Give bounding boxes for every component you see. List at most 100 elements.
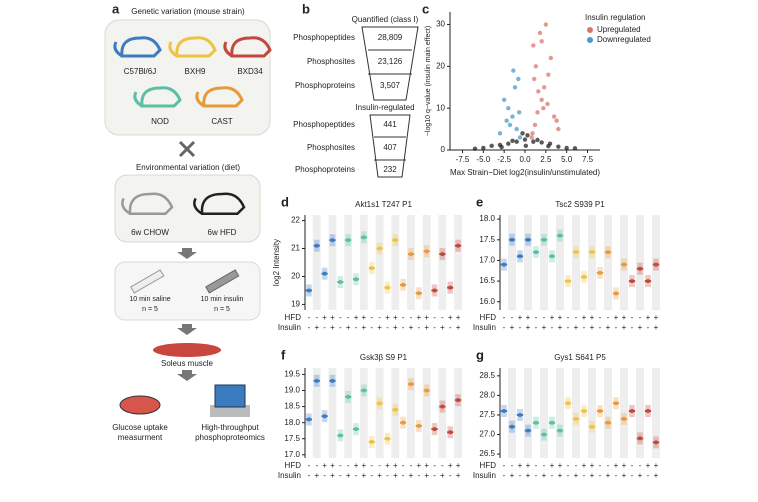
hfd-sign: - (410, 461, 413, 470)
hfd-sign: - (410, 313, 413, 322)
band (540, 215, 548, 310)
legend-swatch (587, 27, 593, 33)
hfd-sign: - (441, 313, 444, 322)
y-tick-label: 28.5 (479, 371, 495, 380)
hfd-sign: - (433, 313, 436, 322)
point (354, 277, 359, 282)
point (448, 285, 453, 290)
insulin-sign: + (393, 471, 398, 480)
y-tick-label: 17.0 (479, 256, 495, 265)
point (330, 378, 335, 383)
hfd-sign: - (433, 461, 436, 470)
point (416, 423, 421, 428)
insulin-sign: - (355, 471, 358, 480)
row-label: Insulin (473, 323, 496, 332)
insulin-sign: - (519, 323, 522, 332)
insulin-sign: - (370, 471, 373, 480)
band (438, 215, 447, 310)
point (654, 262, 658, 267)
insulin-sign: + (377, 471, 382, 480)
point (590, 250, 594, 255)
point (520, 131, 525, 136)
group-title: Quantified (class I) (352, 15, 419, 24)
point (456, 243, 461, 248)
row-label: Insulin (278, 323, 301, 332)
point (638, 266, 642, 271)
y-tick-label: 17.0 (284, 450, 300, 459)
band (407, 215, 415, 310)
hfd-sign: + (385, 313, 390, 322)
band (375, 215, 384, 310)
point (539, 140, 544, 145)
insulin-sign: + (346, 471, 351, 480)
point (539, 39, 544, 44)
insulin-sign: - (567, 323, 570, 332)
insulin-sign: + (574, 323, 579, 332)
point (346, 394, 351, 399)
insulin-sign: + (424, 323, 429, 332)
band (620, 215, 628, 310)
insulin-sign: - (503, 323, 506, 332)
hfd-sign: - (639, 461, 642, 470)
point (506, 105, 511, 111)
y-tick-label: 21 (291, 244, 300, 253)
hfd-sign: + (385, 461, 390, 470)
mouse (121, 192, 174, 216)
point (408, 382, 413, 387)
mouse-icon (119, 395, 161, 415)
hfd-sign: - (599, 461, 602, 470)
insulin-sign: - (402, 471, 405, 480)
legend-swatch (587, 37, 593, 43)
point (416, 291, 421, 296)
insulin-sign: + (510, 471, 515, 480)
band (344, 368, 353, 458)
row-label: HFD (285, 313, 302, 322)
legend-title: Insulin regulation (585, 13, 645, 22)
point (489, 143, 494, 149)
x-tick-label: 2.5 (540, 155, 552, 164)
band (422, 368, 431, 458)
hfd-sign: + (526, 461, 531, 470)
point (448, 430, 453, 435)
point (572, 146, 578, 151)
mouse (113, 36, 162, 58)
point (531, 76, 537, 82)
hfd-sign: - (347, 313, 350, 322)
hfd-sign: + (646, 313, 651, 322)
point (510, 114, 515, 119)
point (369, 439, 374, 444)
band (588, 368, 596, 458)
hfd-sign: - (599, 313, 602, 322)
point (510, 424, 514, 429)
panel-title: Gsk3β S9 P1 (360, 353, 408, 362)
y-tick-label: 28.0 (479, 391, 495, 400)
panel-label: c (422, 1, 429, 16)
hfd-sign: - (308, 313, 311, 322)
point (654, 440, 658, 445)
point (354, 427, 359, 432)
y-tick-label: 17.5 (284, 434, 300, 443)
x-tick-label: 0.0 (519, 155, 531, 164)
band (407, 368, 415, 458)
diet-label: 6w HFD (208, 228, 237, 237)
insulin-sign: - (631, 323, 634, 332)
point (401, 282, 406, 287)
insulin-sign: - (647, 471, 650, 480)
insulin-sign: - (567, 471, 570, 480)
point (510, 237, 514, 242)
hfd-sign: + (448, 313, 453, 322)
point (630, 409, 634, 414)
row-label: HFD (480, 461, 497, 470)
point (548, 55, 554, 61)
insulin-sign: - (308, 323, 311, 332)
point (338, 433, 343, 438)
point (534, 420, 538, 425)
point (408, 252, 413, 257)
point (646, 279, 650, 284)
point (590, 424, 594, 429)
point (346, 238, 351, 243)
hfd-sign: - (339, 313, 342, 322)
hfd-sign: - (511, 461, 514, 470)
y-axis-label: log2 Intensity (272, 239, 281, 286)
output-label: phosphoproteomics (195, 433, 265, 442)
